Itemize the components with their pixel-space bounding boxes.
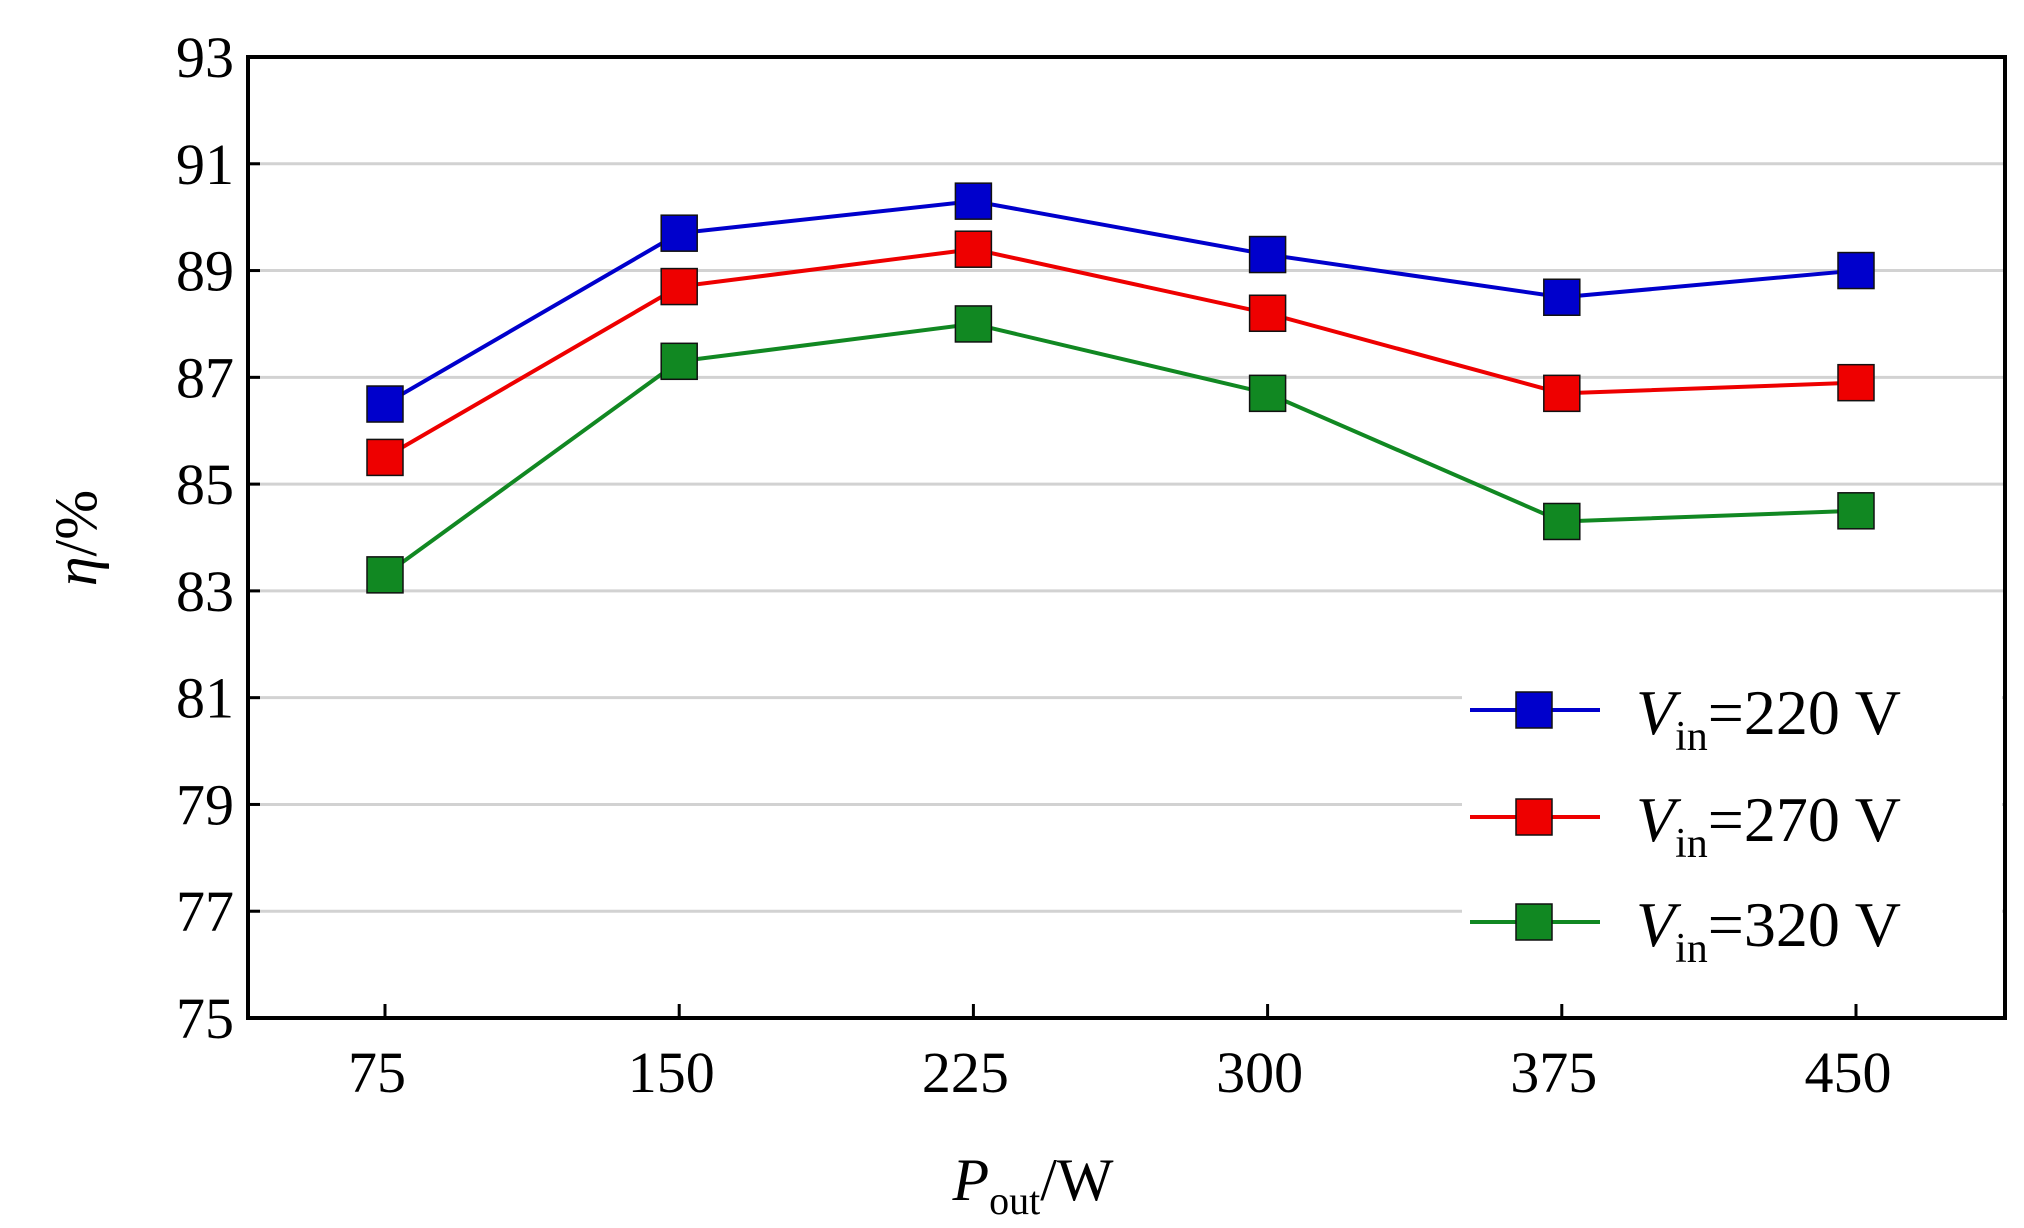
legend-marker bbox=[1515, 691, 1553, 729]
series-line bbox=[383, 321, 1857, 577]
y-axis-label-suffix: /% bbox=[43, 490, 109, 557]
data-point bbox=[1837, 363, 1875, 402]
data-point bbox=[366, 438, 404, 477]
y-tick-label: 93 bbox=[176, 25, 234, 90]
x-tick-label: 375 bbox=[1510, 1040, 1597, 1105]
y-tick-label: 75 bbox=[176, 986, 234, 1051]
series-layer bbox=[366, 182, 1875, 594]
x-tick-label: 150 bbox=[628, 1040, 715, 1105]
legend-label: Vin=270 V bbox=[1636, 784, 1901, 867]
y-tick-label: 81 bbox=[176, 666, 234, 731]
y-axis-label: η/% bbox=[43, 490, 109, 586]
data-point bbox=[1248, 235, 1287, 274]
legend: Vin=220 V Vin=270 V Vin=320 V bbox=[1462, 677, 2002, 972]
y-tick-label: 85 bbox=[176, 452, 234, 517]
x-tick-labels: 75 150 225 300 375 450 bbox=[348, 1040, 1892, 1105]
data-point bbox=[1248, 294, 1287, 333]
y-tick-labels: 75 77 79 81 83 85 87 89 91 93 bbox=[176, 25, 234, 1051]
data-point bbox=[954, 182, 993, 220]
y-axis-label-main: η bbox=[43, 556, 109, 586]
y-tick-label: 77 bbox=[176, 879, 234, 944]
legend-marker bbox=[1515, 903, 1553, 941]
data-point bbox=[366, 556, 404, 594]
y-tick-label: 89 bbox=[176, 239, 234, 304]
data-point bbox=[1837, 492, 1875, 530]
series-2 bbox=[366, 305, 1875, 594]
data-point bbox=[660, 214, 698, 252]
legend-marker bbox=[1515, 798, 1553, 836]
series-line bbox=[383, 199, 1857, 406]
x-tick-label: 225 bbox=[922, 1040, 1009, 1105]
x-axis-label-sub: out bbox=[989, 1178, 1040, 1223]
legend-label: Vin=220 V bbox=[1636, 677, 1901, 760]
data-point bbox=[1543, 502, 1581, 541]
series-0 bbox=[366, 182, 1875, 423]
y-tick-label: 87 bbox=[176, 345, 234, 410]
data-point bbox=[954, 305, 993, 343]
series-line bbox=[383, 247, 1857, 460]
data-point bbox=[1543, 374, 1581, 413]
x-axis-label-main: P bbox=[951, 1147, 989, 1213]
data-point bbox=[1543, 278, 1581, 316]
plot-frame bbox=[246, 55, 2007, 1020]
legend-label: Vin=320 V bbox=[1636, 889, 1901, 972]
y-tick-label: 79 bbox=[176, 772, 234, 837]
data-point bbox=[366, 385, 404, 423]
axis-ticks bbox=[248, 55, 1858, 1020]
grid-lines bbox=[248, 162, 2005, 913]
data-point bbox=[660, 267, 698, 306]
x-tick-label: 75 bbox=[348, 1040, 406, 1105]
x-axis-label: Pout/W bbox=[951, 1147, 1113, 1223]
data-point bbox=[1837, 251, 1875, 290]
y-tick-label: 83 bbox=[176, 559, 234, 624]
y-tick-label: 91 bbox=[176, 132, 234, 197]
series-1 bbox=[366, 230, 1875, 477]
data-point bbox=[660, 342, 698, 381]
x-tick-label: 300 bbox=[1216, 1040, 1303, 1105]
data-point bbox=[1248, 374, 1287, 413]
x-axis-label-suffix: /W bbox=[1040, 1147, 1114, 1213]
data-point bbox=[954, 230, 993, 268]
x-tick-label: 450 bbox=[1805, 1040, 1892, 1105]
